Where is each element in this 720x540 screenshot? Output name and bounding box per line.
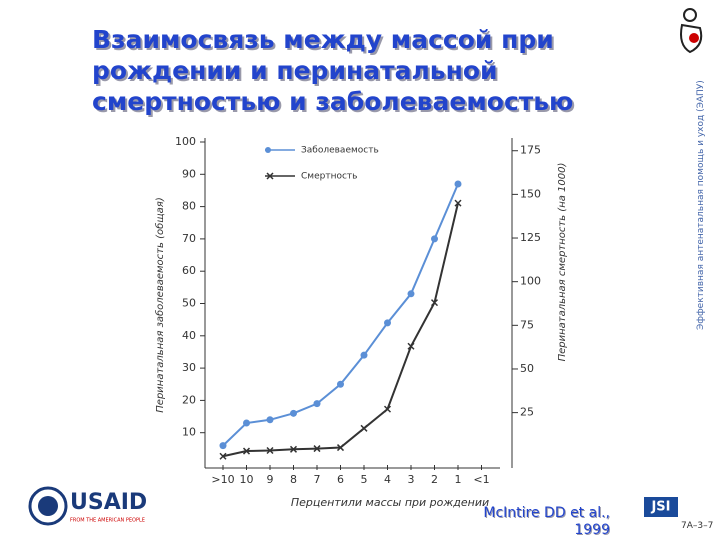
y2-tick-label: 50: [520, 362, 534, 375]
icon-heart: [689, 33, 699, 43]
series-line: [222, 183, 459, 447]
citation: McIntire DD et al., 1999: [470, 505, 610, 539]
legend-marker: [265, 147, 271, 153]
y-tick-label: 30: [182, 361, 196, 374]
y-tick-label: 80: [182, 200, 196, 213]
icon-head: [683, 8, 697, 22]
usaid-logo: USAID FROM THE AMERICAN PEOPLE: [28, 486, 147, 526]
y-tick-label: 70: [182, 232, 196, 245]
x-tick-label: 9: [267, 473, 274, 486]
y-tick-label: 50: [182, 297, 196, 310]
y2-tick-label: 125: [520, 231, 541, 244]
point: [219, 452, 227, 460]
y2-tick-label: 150: [520, 187, 541, 200]
x-tick-label: 4: [384, 473, 391, 486]
x-tick-label: 8: [290, 473, 297, 486]
slide-number: 7A–3–7: [681, 521, 714, 531]
x-tick-label: 6: [337, 473, 344, 486]
jsi-logo: [644, 497, 678, 517]
point: [266, 446, 274, 455]
x-tick-label: 1: [455, 473, 462, 486]
point: [243, 419, 250, 427]
slide-title: Взаимосвязь между массой при рождении и …: [92, 25, 574, 116]
x-tick-label: <1: [473, 473, 489, 486]
citation-year: 1999: [574, 522, 610, 538]
point: [384, 319, 391, 327]
point: [360, 424, 368, 432]
corner-icon: [680, 8, 703, 54]
y2-tick-label: 100: [520, 275, 541, 288]
y-axis-label: Перинатальная заболеваемость (общая): [154, 197, 166, 412]
series-line: [222, 202, 459, 458]
y-tick-label: 40: [182, 329, 196, 342]
x-tick-label: 3: [408, 473, 415, 486]
usaid-text: USAID: [70, 490, 147, 515]
x-tick-label: 10: [240, 473, 254, 486]
jsi-text: JSI: [650, 500, 670, 515]
point: [454, 180, 462, 188]
point: [360, 351, 368, 359]
point: [431, 235, 438, 243]
x-tick-label: 2: [431, 473, 438, 486]
x-axis-label: Перцентили массы при рождении: [291, 496, 489, 509]
y-tick-label: 10: [182, 426, 196, 439]
point: [242, 447, 251, 455]
point: [383, 405, 392, 413]
point: [337, 380, 344, 388]
icon-body: [680, 23, 703, 54]
point: [289, 445, 298, 453]
y-tick-label: 60: [182, 264, 196, 277]
y-tick-label: 20: [182, 393, 196, 406]
point: [266, 416, 274, 424]
y2-tick-label: 25: [520, 406, 534, 419]
point: [290, 409, 297, 417]
x-tick-label: >10: [211, 473, 234, 486]
point: [430, 299, 439, 307]
y-tick-label: 100: [175, 135, 196, 148]
point: [336, 444, 345, 452]
point: [219, 442, 227, 450]
y-tick-label: 90: [182, 167, 196, 180]
legend-label: Заболеваемость: [301, 146, 379, 156]
point: [454, 199, 462, 207]
usaid-seal-center: [38, 496, 58, 516]
legend-label: Смертность: [301, 172, 357, 182]
legend-marker: [266, 172, 274, 180]
y2-axis-label: Перинатальная смертность (на 1000): [557, 163, 568, 362]
citation-author: McIntire DD et al.,: [483, 505, 610, 521]
point: [313, 445, 321, 453]
y2-tick-label: 175: [520, 144, 541, 157]
y2-tick-label: 75: [520, 318, 534, 331]
x-tick-label: 5: [361, 473, 368, 486]
usaid-sub: FROM THE AMERICAN PEOPLE: [70, 518, 145, 524]
point: [407, 290, 415, 298]
point: [407, 342, 415, 350]
x-tick-label: 7: [314, 473, 321, 486]
point: [313, 400, 321, 408]
